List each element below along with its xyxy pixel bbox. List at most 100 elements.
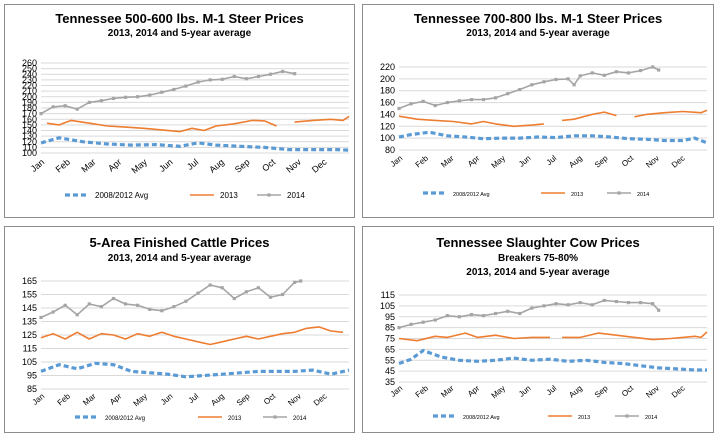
series-point-2014 [280,69,285,74]
y-tick-label: 260 [22,58,37,68]
series-point-2014 [256,74,261,79]
series-line-y2014 [398,66,660,110]
series-line-y2013 [46,119,277,133]
x-tick-label: Oct [620,383,636,398]
series-line-y2013 [40,326,344,346]
series-point-2014 [433,318,437,322]
chart-title: 5-Area Finished Cattle Prices [89,235,270,250]
x-tick-label: Apr [108,391,124,406]
chart-title: Tennessee 500-600 lbs. M-1 Steer Prices [55,11,304,26]
y-tick-label: 165 [22,276,37,286]
series-line-y2013 [634,109,708,118]
x-tick-label: Feb [56,391,73,407]
series-point-2014 [160,90,164,94]
legend-label: 2014 [293,416,307,422]
legend-label: 2013 [571,192,583,198]
series-point-2014 [136,303,140,307]
y-tick-label: 120 [22,137,37,147]
series-line-y2014 [398,299,660,329]
series-point-2014 [657,308,661,312]
series-point-2014 [75,107,79,111]
x-tick-label: Nov [284,157,303,175]
series-point-2014 [111,96,116,101]
series-point-2014 [530,83,534,87]
x-tick-label: Mar [81,391,98,407]
series-point-2014 [280,292,285,297]
y-tick-label: 180 [22,103,37,113]
x-tick-label: May [129,157,149,176]
x-tick-label: Apr [466,383,482,398]
legend-label: 2014 [637,192,649,198]
x-tick-label: Jun [159,392,175,407]
series-point-2014 [572,83,576,87]
x-tick-label: Jan [29,157,47,174]
series-point-2014 [638,68,643,73]
series-point-2014 [268,72,273,76]
x-tick-label: Oct [620,153,636,168]
x-tick-label: Dec [312,392,329,408]
chart-subtitle: 2013, 2014 and 5-year average [107,253,252,264]
chart-panel-finished-cattle: 5-Area Finished Cattle Prices 2013, 2014… [4,226,355,433]
series-point-2014 [578,74,582,78]
series-point-2014 [469,312,474,317]
series-point-2014 [123,95,128,99]
y-tick-label: 140 [22,126,37,136]
legend-marker-2014 [267,193,271,197]
chart-panel-steer-700-800: Tennessee 700-800 lbs. M-1 Steer Prices … [362,4,714,218]
y-tick-label: 155 [22,290,37,300]
x-tick-label: Apr [466,153,482,168]
y-tick-label: 65 [385,344,395,354]
y-tick-label: 120 [380,121,395,131]
chart-title: Tennessee 700-800 lbs. M-1 Steer Prices [413,11,663,26]
y-tick-label: 180 [380,86,395,96]
x-tick-label: May [490,154,507,171]
x-tick-label: Dec [670,384,687,400]
series-point-2014 [651,65,655,69]
x-tick-label: Mar [79,157,97,175]
x-tick-label: Jul [545,383,559,397]
series-point-2014 [244,290,248,294]
x-tick-label: Feb [54,157,72,175]
y-tick-label: 190 [22,97,37,107]
series-point-2014 [409,322,413,326]
series-point-2014 [111,296,116,301]
chart-subtitle-2: 2013, 2014 and 5-year average [466,267,610,278]
series-point-2014 [614,70,619,74]
y-tick-label: 170 [22,109,37,119]
series-point-2014 [172,305,176,309]
series-point-2014 [256,286,261,290]
series-point-2014 [39,112,43,116]
y-tick-label: 85 [27,384,37,394]
y-tick-label: 115 [381,290,395,300]
x-tick-label: Aug [567,154,584,170]
series-point-2014 [220,286,224,290]
series-point-2014 [445,314,449,318]
series-point-2014 [481,98,486,102]
series-point-2014 [99,99,103,103]
series-point-2014 [75,313,79,317]
series-point-2014 [220,77,224,81]
x-tick-label: Aug [567,384,584,400]
y-tick-label: 130 [22,131,37,141]
series-line-y2013 [562,111,617,122]
series-point-2014 [172,87,176,92]
y-tick-label: 75 [385,334,395,344]
y-tick-label: 230 [22,75,37,85]
y-tick-label: 95 [385,312,395,322]
series-point-2014 [433,103,437,108]
series-point-2014 [457,315,461,319]
series-point-2014 [566,303,570,307]
y-tick-label: 115 [23,344,37,354]
y-tick-label: 200 [380,74,395,84]
series-line-avg [40,361,350,379]
series-line-avg [398,130,708,145]
series-point-2014 [530,306,534,310]
series-point-2014 [232,296,236,301]
series-point-2014 [542,80,546,84]
series-point-2014 [123,302,128,306]
series-point-2014 [208,78,212,82]
legend-marker-2014 [273,415,277,419]
y-tick-label: 240 [22,69,37,79]
x-tick-label: Jun [157,157,175,174]
